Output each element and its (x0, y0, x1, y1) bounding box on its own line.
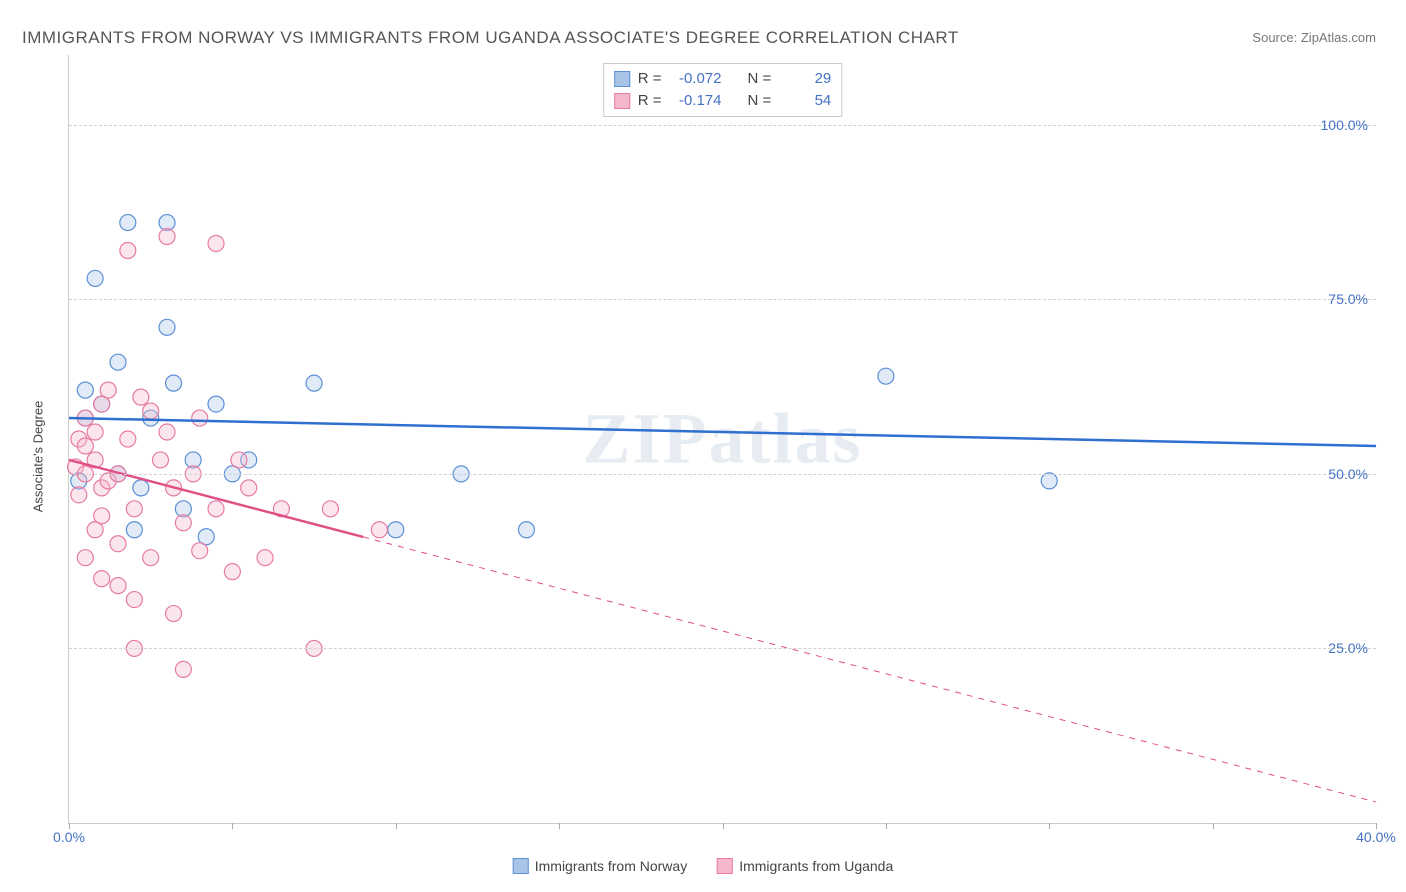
scatter-point (224, 564, 240, 580)
legend-label-2: Immigrants from Uganda (739, 858, 893, 874)
scatter-point (87, 270, 103, 286)
scatter-point (126, 592, 142, 608)
plot-region: ZIPatlas R = -0.072 N = 29 R = -0.174 N … (68, 55, 1376, 824)
series2-swatch (614, 93, 630, 109)
scatter-point (322, 501, 338, 517)
scatter-point (143, 403, 159, 419)
scatter-point (100, 382, 116, 398)
scatter-point (71, 487, 87, 503)
scatter-point (371, 522, 387, 538)
x-tick-label: 40.0% (1356, 829, 1396, 845)
series1-swatch (614, 71, 630, 87)
scatter-point (1041, 473, 1057, 489)
trend-line-solid (69, 418, 1376, 446)
scatter-point (143, 550, 159, 566)
trend-line-solid (69, 460, 363, 537)
scatter-point (257, 550, 273, 566)
scatter-point (208, 236, 224, 252)
scatter-point (208, 501, 224, 517)
y-tick-label: 25.0% (1328, 640, 1368, 656)
chart-area: Associate's Degree ZIPatlas R = -0.072 N… (50, 55, 1376, 842)
scatter-point (306, 375, 322, 391)
y-tick-label: 50.0% (1328, 466, 1368, 482)
scatter-point (87, 424, 103, 440)
scatter-point (120, 431, 136, 447)
scatter-point (77, 438, 93, 454)
scatter-point (94, 571, 110, 587)
legend-swatch-1 (513, 858, 529, 874)
series1-r-value: -0.072 (670, 68, 722, 90)
scatter-point (120, 215, 136, 231)
scatter-point (94, 508, 110, 524)
series2-r-value: -0.174 (670, 90, 722, 112)
scatter-point (77, 550, 93, 566)
scatter-point (518, 522, 534, 538)
scatter-point (388, 522, 404, 538)
y-tick-label: 75.0% (1328, 291, 1368, 307)
legend-swatch-2 (717, 858, 733, 874)
data-svg (69, 55, 1376, 823)
scatter-point (77, 382, 93, 398)
series1-n-value: 29 (779, 68, 831, 90)
source-attribution: Source: ZipAtlas.com (1252, 30, 1376, 45)
trend-line-dashed (363, 537, 1376, 802)
scatter-point (231, 452, 247, 468)
scatter-point (208, 396, 224, 412)
scatter-point (175, 515, 191, 531)
scatter-point (126, 522, 142, 538)
series2-n-value: 54 (779, 90, 831, 112)
scatter-point (241, 480, 257, 496)
stat-r-label: R = (638, 68, 662, 90)
scatter-point (878, 368, 894, 384)
stats-row-2: R = -0.174 N = 54 (614, 90, 832, 112)
scatter-point (159, 319, 175, 335)
scatter-point (133, 389, 149, 405)
scatter-point (166, 606, 182, 622)
scatter-point (175, 661, 191, 677)
bottom-legend: Immigrants from Norway Immigrants from U… (513, 858, 894, 874)
scatter-point (110, 536, 126, 552)
scatter-point (120, 242, 136, 258)
legend-item-2: Immigrants from Uganda (717, 858, 893, 874)
scatter-point (166, 375, 182, 391)
scatter-point (126, 501, 142, 517)
chart-title: IMMIGRANTS FROM NORWAY VS IMMIGRANTS FRO… (22, 28, 959, 48)
scatter-point (133, 480, 149, 496)
stats-row-1: R = -0.072 N = 29 (614, 68, 832, 90)
x-tick-label: 0.0% (53, 829, 85, 845)
scatter-point (110, 578, 126, 594)
stats-legend-box: R = -0.072 N = 29 R = -0.174 N = 54 (603, 63, 843, 117)
y-axis-label: Associate's Degree (31, 400, 46, 512)
scatter-point (152, 452, 168, 468)
legend-item-1: Immigrants from Norway (513, 858, 687, 874)
scatter-point (159, 424, 175, 440)
scatter-point (110, 354, 126, 370)
scatter-point (192, 410, 208, 426)
stat-n-label: N = (748, 68, 772, 90)
scatter-point (192, 543, 208, 559)
y-tick-label: 100.0% (1321, 117, 1368, 133)
legend-label-1: Immigrants from Norway (535, 858, 687, 874)
scatter-point (159, 229, 175, 245)
